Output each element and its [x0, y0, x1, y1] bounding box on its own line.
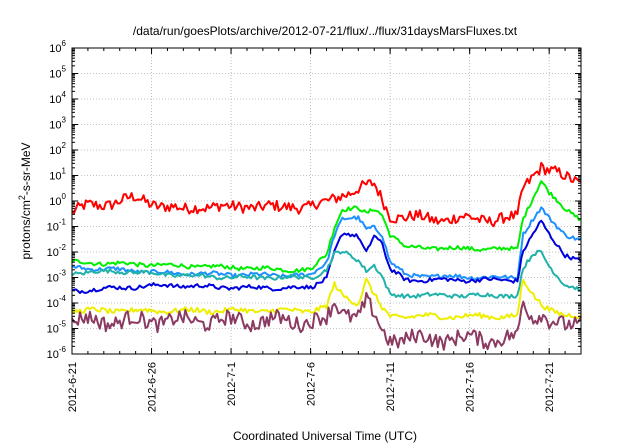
x-tick-label: 2012-7-16 [465, 362, 477, 412]
y-tick-label: 10-1 [47, 218, 67, 234]
x-tick-label: 2012-7-11 [385, 362, 397, 411]
x-axis-label: Coordinated Universal Time (UTC) [233, 429, 417, 443]
x-axis: 2012-6-21 2012-6-26 2012-7-1 2012-7-6 2012-7… [67, 48, 582, 412]
y-tick-label: 103 [49, 116, 66, 132]
series-line [71, 161, 582, 228]
series-line [71, 206, 582, 281]
y-axis-label-base: protons/cm [19, 200, 33, 259]
series-line [71, 291, 582, 351]
x-tick-label: 2012-6-21 [67, 362, 79, 412]
chart-title: /data/run/goesPlots/archive/2012-07-21/f… [133, 24, 518, 38]
series-line [71, 219, 582, 294]
y-tick-label: 100 [49, 192, 66, 208]
y-tick-label: 10-4 [47, 294, 67, 310]
y-axis-label-rest: -s-sr-MeV [19, 142, 33, 195]
x-tick-label: 2012-7-1 [226, 362, 238, 406]
y-axis: 10-6 10-5 10-4 10-3 10-2 10-1 100 101 102 103 104 1… [47, 39, 581, 361]
y-tick-label: 104 [49, 90, 66, 106]
y-tick-label: 10-6 [47, 345, 67, 361]
y-tick-label: 102 [49, 141, 66, 157]
y-tick-label: 10-3 [47, 269, 67, 285]
series-group [71, 161, 582, 351]
y-axis-label-sup: 2 [17, 195, 27, 200]
series-line [71, 180, 582, 274]
x-tick-label: 2012-6-26 [147, 362, 159, 412]
x-tick-label: 2012-7-6 [306, 362, 318, 406]
y-tick-label: 10-2 [47, 243, 67, 259]
series-line [71, 249, 582, 300]
x-tick-label: 2012-7-21 [544, 362, 556, 412]
y-axis-label: protons/cm2-s-sr-MeV [17, 142, 33, 259]
y-tick-label: 101 [49, 167, 66, 183]
series-line [71, 277, 582, 321]
y-tick-label: 106 [49, 39, 66, 55]
y-tick-label: 105 [49, 65, 66, 81]
y-tick-label: 10-5 [47, 320, 67, 336]
